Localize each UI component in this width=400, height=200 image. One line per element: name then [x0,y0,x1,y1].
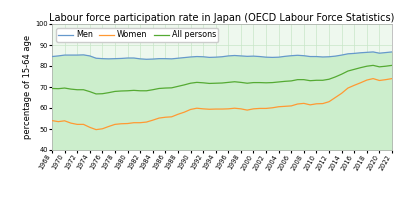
Women [371,77,376,80]
Y-axis label: percentage of 15-64 age: percentage of 15-64 age [24,35,32,139]
Line: Men: Men [52,52,392,59]
All persons [182,84,187,86]
All persons [94,93,98,95]
Line: All persons: All persons [52,65,392,94]
All persons [371,64,376,67]
Men [87,55,92,57]
Legend: Men, Women, All persons: Men, Women, All persons [56,28,218,42]
Men [144,58,149,60]
All persons [87,90,92,93]
All persons [50,87,54,90]
Women [383,78,388,81]
All persons [119,90,124,92]
Women [87,126,92,129]
All persons [390,64,394,67]
Women [358,82,363,84]
Men [182,56,187,59]
Men [371,51,376,53]
Women [119,123,124,125]
Women [94,128,98,131]
Line: Women: Women [52,79,392,130]
Men [390,51,394,53]
Men [112,57,117,60]
Men [358,52,363,54]
All persons [138,90,142,92]
All persons [383,65,388,67]
Men [50,55,54,58]
Women [138,121,142,124]
Women [50,119,54,122]
Title: Labour force participation rate in Japan (OECD Labour Force Statistics): Labour force participation rate in Japan… [49,13,395,23]
Men [132,57,136,59]
Women [390,77,394,80]
All persons [358,66,363,69]
Men [383,51,388,54]
Women [182,111,187,113]
